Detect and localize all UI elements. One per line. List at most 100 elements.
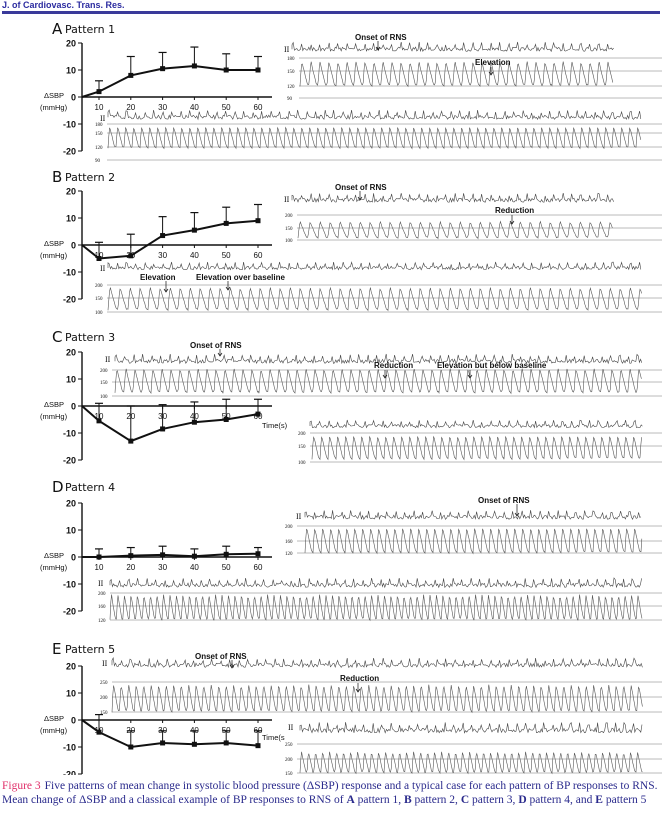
data-point <box>223 417 229 422</box>
scale-label: 200 <box>298 432 306 437</box>
scale-label: 200 <box>95 284 103 289</box>
y-tick-label: -20 <box>63 607 76 617</box>
data-point <box>191 553 197 559</box>
scale-label: 200 <box>100 696 108 701</box>
data-point <box>160 233 166 239</box>
x-tick-label: 30 <box>158 251 167 260</box>
scale-label: 200 <box>98 592 106 597</box>
scale-label: 90 <box>95 159 101 164</box>
y-tick-label: -20 <box>63 456 76 466</box>
bp-trace <box>114 368 642 395</box>
x-tick-label: 50 <box>222 103 231 112</box>
ecg-trace <box>107 109 642 121</box>
data-point <box>255 411 261 417</box>
lead-ii-label: II <box>105 355 111 364</box>
bp-trace <box>109 594 643 622</box>
x-tick-label: 40 <box>190 563 199 572</box>
x-tick-label: 20 <box>126 563 135 572</box>
scale-label: 200 <box>285 758 293 763</box>
y-tick-label: 0 <box>71 402 76 412</box>
panel-letter: E <box>52 640 61 658</box>
arrow-head-icon <box>467 374 473 379</box>
panel-title: Pattern 4 <box>65 481 115 494</box>
lead-ii-label: II <box>288 723 294 732</box>
panel-a: A Pattern 1 20 10 0 -10 -20 10 20 30 40 50 60 ΔSBP (mm… <box>40 20 272 157</box>
lead-ii-label: II <box>100 264 106 273</box>
bp-trace <box>299 61 614 88</box>
scale-label: 150 <box>298 445 306 450</box>
caption-panel-e: E <box>595 794 603 806</box>
y-axis-label-unit: (mmHg) <box>40 726 68 735</box>
x-tick-label: 40 <box>190 251 199 260</box>
data-point <box>128 72 134 78</box>
scale-label: 150 <box>95 132 103 137</box>
annotation-label: Reduction <box>340 674 379 683</box>
lead-ii-label: II <box>102 659 108 668</box>
caption-text: pattern 1, <box>354 794 404 806</box>
caption-text: pattern 4, and <box>526 794 596 806</box>
x-tick-label: 30 <box>158 563 167 572</box>
data-point <box>96 729 102 735</box>
series-line <box>81 405 259 443</box>
header-rule <box>2 11 660 14</box>
scale-label: 250 <box>100 681 108 686</box>
data-point <box>191 741 197 747</box>
scale-label: 180 <box>287 57 295 62</box>
scale-label: 150 <box>287 70 295 75</box>
arrow-head-icon <box>217 352 223 357</box>
arrow-head-icon <box>229 664 235 669</box>
panel-letter: B <box>52 168 62 186</box>
scale-label: 200 <box>285 525 293 530</box>
scale-label: 120 <box>285 552 293 557</box>
arrow-head-icon <box>355 688 361 693</box>
scale-label: 100 <box>95 311 103 316</box>
lead-ii-label: II <box>100 114 106 123</box>
scale-label: 150 <box>100 711 108 716</box>
y-tick-label: -10 <box>63 120 76 130</box>
data-point <box>160 740 166 746</box>
scale-label: 150 <box>95 297 103 302</box>
scale-label: 90 <box>287 97 293 102</box>
y-tick-label: -20 <box>63 770 76 776</box>
figure-caption: Figure 3 Five patterns of mean change in … <box>2 779 660 807</box>
ecg-trace <box>304 510 642 521</box>
y-tick-label: -10 <box>63 743 76 753</box>
data-point <box>255 743 261 749</box>
ecg-trace <box>114 353 643 365</box>
annotation-label: Elevation but below baseline <box>437 361 547 370</box>
lead-ii-label: II <box>284 195 290 204</box>
annotation-label: Reduction <box>495 206 534 215</box>
y-tick-label: 20 <box>66 499 76 509</box>
caption-panel-d: D <box>518 794 527 806</box>
annotation-label: Elevation over baseline <box>196 273 285 282</box>
series-line <box>81 219 259 260</box>
panel-title: Pattern 1 <box>65 23 115 36</box>
scale-label: 100 <box>298 461 306 466</box>
y-tick-label: 10 <box>66 689 76 699</box>
caption-panel-a: A <box>346 794 355 806</box>
y-axis-label-unit: (mmHg) <box>40 251 68 260</box>
arrow-head-icon <box>357 196 363 201</box>
figure-label: Figure 3 <box>2 780 41 792</box>
y-tick-label: -10 <box>63 268 76 278</box>
bp-trace <box>111 684 643 714</box>
y-tick-label: -20 <box>63 147 76 157</box>
y-axis-label-unit: (mmHg) <box>40 412 68 421</box>
data-point <box>191 227 197 233</box>
arrow-head-icon <box>225 286 231 291</box>
scale-label: 100 <box>100 395 108 400</box>
data-point <box>223 740 229 746</box>
x-tick-label: 10 <box>95 563 104 572</box>
y-tick-label: 10 <box>66 526 76 536</box>
x-tick-label: 60 <box>254 103 263 112</box>
data-point <box>128 438 134 444</box>
arrow-head-icon <box>514 512 520 517</box>
annotation-label: Elevation <box>475 58 511 67</box>
y-axis-label: ΔSBP <box>44 551 64 560</box>
x-tick-label: 20 <box>126 103 135 112</box>
time-axis-label: Time(s) <box>262 421 288 430</box>
caption-text: pattern 3, <box>469 794 519 806</box>
y-tick-label: 20 <box>66 39 76 49</box>
